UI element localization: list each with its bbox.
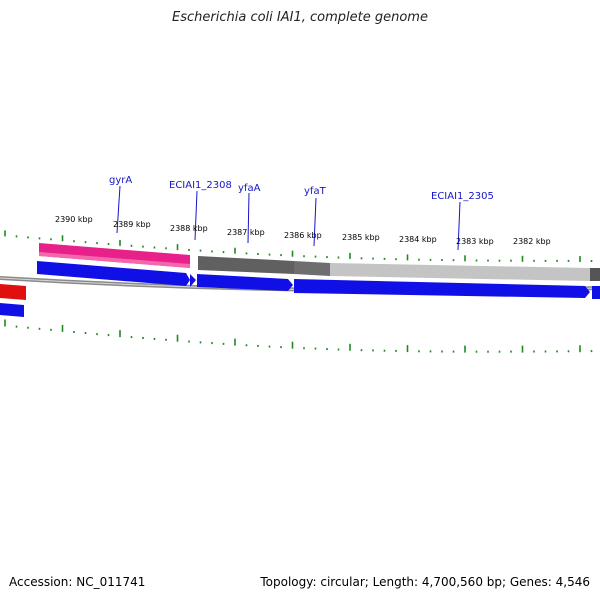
gene-label-yfaA[interactable]: yfaA [238,183,261,194]
gyrA-leader [116,185,121,234]
cds-arrow-3[interactable] [197,274,293,291]
cds-arrow-1[interactable] [37,261,190,286]
gene-label-gyrA[interactable]: gyrA [109,175,132,186]
scale-label-2386: 2386 kbp [284,231,322,240]
gene-label-ECIAI1-2305[interactable]: ECIAI1_2305 [431,191,494,202]
tick-row-bottom [4,319,593,353]
gene-ECIAI1-2308-feature[interactable] [198,256,294,274]
genome-summary-text: Topology: circular; Length: 4,700,560 bp… [260,575,590,589]
scale-label-2387: 2387 kbp [227,228,265,237]
gene-end-feature[interactable] [590,268,600,281]
scale-label-2390: 2390 kbp [55,215,93,224]
cds-arrow-2[interactable] [190,274,196,287]
gene-gyrA-highlight-shade [39,252,190,268]
scale-label-2389: 2389 kbp [113,220,151,229]
cds-arrow-4[interactable] [294,279,590,298]
ECIAI1-2305-leader [457,201,461,251]
cds-arrow-left[interactable] [0,303,24,317]
accession-text: Accession: NC_011741 [9,575,146,589]
tick-row-top [4,230,593,262]
scale-label-2384: 2384 kbp [399,235,437,244]
scale-label-2383: 2383 kbp [456,237,494,246]
yfaT-leader [313,197,317,247]
gene-yfaA-feature[interactable] [294,261,330,276]
gene-label-ECIAI1-2308[interactable]: ECIAI1_2308 [169,180,232,191]
cds-arrow-5[interactable] [592,286,600,299]
gene-red-feature[interactable] [0,284,26,300]
genome-title: Escherichia coli IAI1, complete genome [172,10,428,25]
scale-label-2382: 2382 kbp [513,237,551,246]
gene-ECIAI1-2305-feature[interactable] [330,263,590,281]
scale-label-2385: 2385 kbp [342,233,380,242]
ECIAI1-2308-leader [194,190,198,241]
gene-label-yfaT[interactable]: yfaT [304,186,327,197]
yfaA-leader [247,192,250,244]
scale-label-2388: 2388 kbp [170,224,208,233]
